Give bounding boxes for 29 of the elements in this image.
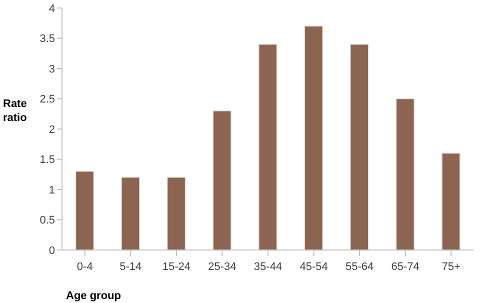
- bar: [396, 98, 415, 250]
- y-tick-label: 3: [48, 63, 55, 76]
- bar: [121, 177, 140, 250]
- bar: [75, 170, 94, 250]
- x-tick-label: 15-24: [162, 260, 191, 273]
- y-tick-label: 2: [48, 124, 55, 136]
- y-tick-label: 1: [48, 184, 55, 196]
- bar: [258, 44, 278, 250]
- y-axis-title: Rate ratio: [3, 98, 28, 124]
- y-tick-label: 1.5: [40, 154, 55, 166]
- x-tick-label: 65-74: [391, 260, 420, 273]
- y-tick-label: 3.5: [40, 33, 55, 46]
- bar: [212, 110, 232, 250]
- x-tick-label: 0-4: [76, 260, 93, 273]
- x-tick-label: 55-64: [345, 260, 374, 273]
- x-tick-label: 35-44: [254, 260, 282, 273]
- x-tick-label: 5-14: [120, 260, 142, 273]
- x-tick-label: 75+: [442, 260, 460, 273]
- bar: [442, 152, 460, 250]
- y-tick-label: 0.5: [40, 214, 55, 227]
- bar: [166, 177, 186, 250]
- x-tick-label: 45-54: [300, 260, 328, 273]
- bar: [350, 44, 369, 250]
- x-tick-label: 25-34: [208, 260, 236, 273]
- y-tick-label: 2.5: [40, 94, 55, 106]
- y-tick-label: 4: [48, 2, 55, 15]
- bar: [304, 26, 324, 250]
- x-axis-title: Age group: [66, 290, 122, 302]
- y-tick-label: 0: [48, 244, 55, 257]
